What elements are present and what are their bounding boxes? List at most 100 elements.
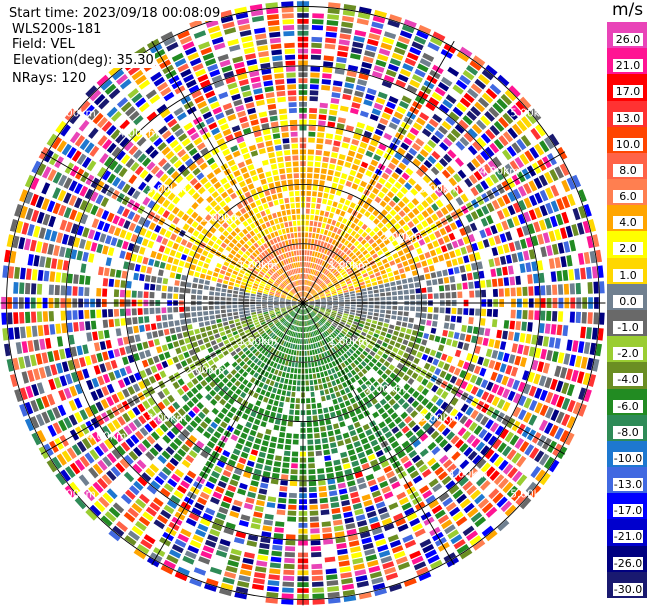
range-gate	[183, 475, 194, 484]
range-gate	[398, 228, 405, 235]
range-gate	[158, 471, 168, 481]
range-gate	[342, 315, 348, 319]
range-gate	[134, 430, 144, 441]
range-gate	[234, 372, 241, 379]
range-gate	[290, 397, 295, 403]
range-gate	[365, 473, 375, 481]
range-gate	[63, 387, 72, 399]
range-gate	[308, 307, 312, 311]
range-gate	[285, 303, 291, 305]
range-gate	[294, 307, 298, 311]
range-gate	[177, 433, 187, 442]
range-gate	[337, 482, 346, 489]
range-gate	[273, 273, 278, 278]
range-gate	[357, 236, 364, 242]
range-gate	[76, 153, 87, 165]
range-gate	[291, 312, 296, 317]
range-gate	[162, 387, 170, 396]
range-gate	[212, 344, 219, 351]
range-gate	[96, 309, 102, 318]
range-gate	[79, 138, 90, 151]
range-gate	[450, 435, 460, 445]
range-gate	[335, 285, 341, 289]
range-gate	[280, 284, 285, 289]
range-gate	[413, 324, 419, 330]
range-gate	[132, 132, 143, 143]
range-gate	[416, 247, 423, 255]
range-gate	[571, 174, 582, 188]
range-gate	[186, 256, 193, 263]
range-gate	[439, 184, 448, 194]
range-gate	[384, 282, 390, 288]
range-gate	[173, 286, 179, 293]
range-gate	[14, 266, 20, 279]
range-gate	[319, 259, 323, 265]
range-gate	[307, 307, 312, 311]
range-gate	[129, 110, 140, 121]
range-gate	[100, 197, 109, 208]
range-gate	[314, 307, 319, 311]
range-gate	[342, 205, 349, 212]
range-gate	[210, 319, 216, 325]
range-gate	[317, 289, 322, 293]
range-gate	[311, 563, 323, 570]
range-gate	[204, 321, 210, 326]
range-gate	[307, 332, 310, 338]
range-gate	[310, 546, 321, 552]
range-gate	[353, 133, 362, 140]
range-gate	[119, 289, 125, 298]
range-gate	[359, 246, 366, 253]
range-gate	[240, 451, 249, 459]
range-gate	[308, 332, 311, 338]
range-gate	[315, 299, 320, 301]
range-gate	[504, 431, 515, 443]
range-gate	[595, 249, 602, 263]
range-gate	[46, 459, 58, 473]
range-gate	[319, 347, 323, 353]
range-gate	[30, 193, 39, 207]
range-gate	[563, 283, 570, 295]
range-gate	[350, 107, 359, 115]
range-gate	[288, 284, 292, 289]
range-gate	[393, 367, 400, 375]
range-gate	[69, 385, 78, 397]
range-gate	[325, 394, 331, 401]
range-gate	[475, 183, 484, 194]
range-gate	[222, 449, 231, 458]
range-gate	[347, 364, 353, 371]
range-gate	[523, 397, 532, 409]
range-gate	[275, 280, 280, 285]
range-gate	[309, 304, 315, 306]
range-gate	[282, 292, 287, 295]
range-gate	[25, 207, 34, 221]
range-gate	[160, 509, 172, 520]
range-gate	[415, 262, 422, 269]
range-gate	[242, 371, 249, 378]
range-gate	[145, 324, 151, 332]
range-gate	[430, 134, 441, 144]
range-gate	[267, 385, 273, 392]
range-gate	[515, 321, 521, 331]
range-gate	[90, 354, 98, 364]
range-gate	[170, 233, 177, 241]
range-gate	[65, 221, 73, 233]
range-gate	[298, 333, 301, 338]
range-gate	[256, 560, 268, 567]
range-gate	[315, 323, 320, 328]
range-gate	[306, 410, 312, 415]
range-gate	[89, 449, 100, 461]
range-gate	[222, 385, 229, 393]
range-gate	[79, 409, 89, 421]
range-gate	[468, 174, 478, 185]
range-gate	[227, 285, 234, 290]
range-gate	[142, 439, 152, 449]
range-gate	[381, 486, 391, 494]
range-gate	[234, 318, 240, 323]
range-gate	[345, 523, 356, 530]
range-gate	[336, 228, 342, 235]
range-gate	[378, 421, 386, 429]
range-gate	[323, 383, 328, 389]
range-gate	[279, 285, 284, 290]
range-gate	[303, 279, 305, 285]
range-gate	[4, 343, 11, 357]
